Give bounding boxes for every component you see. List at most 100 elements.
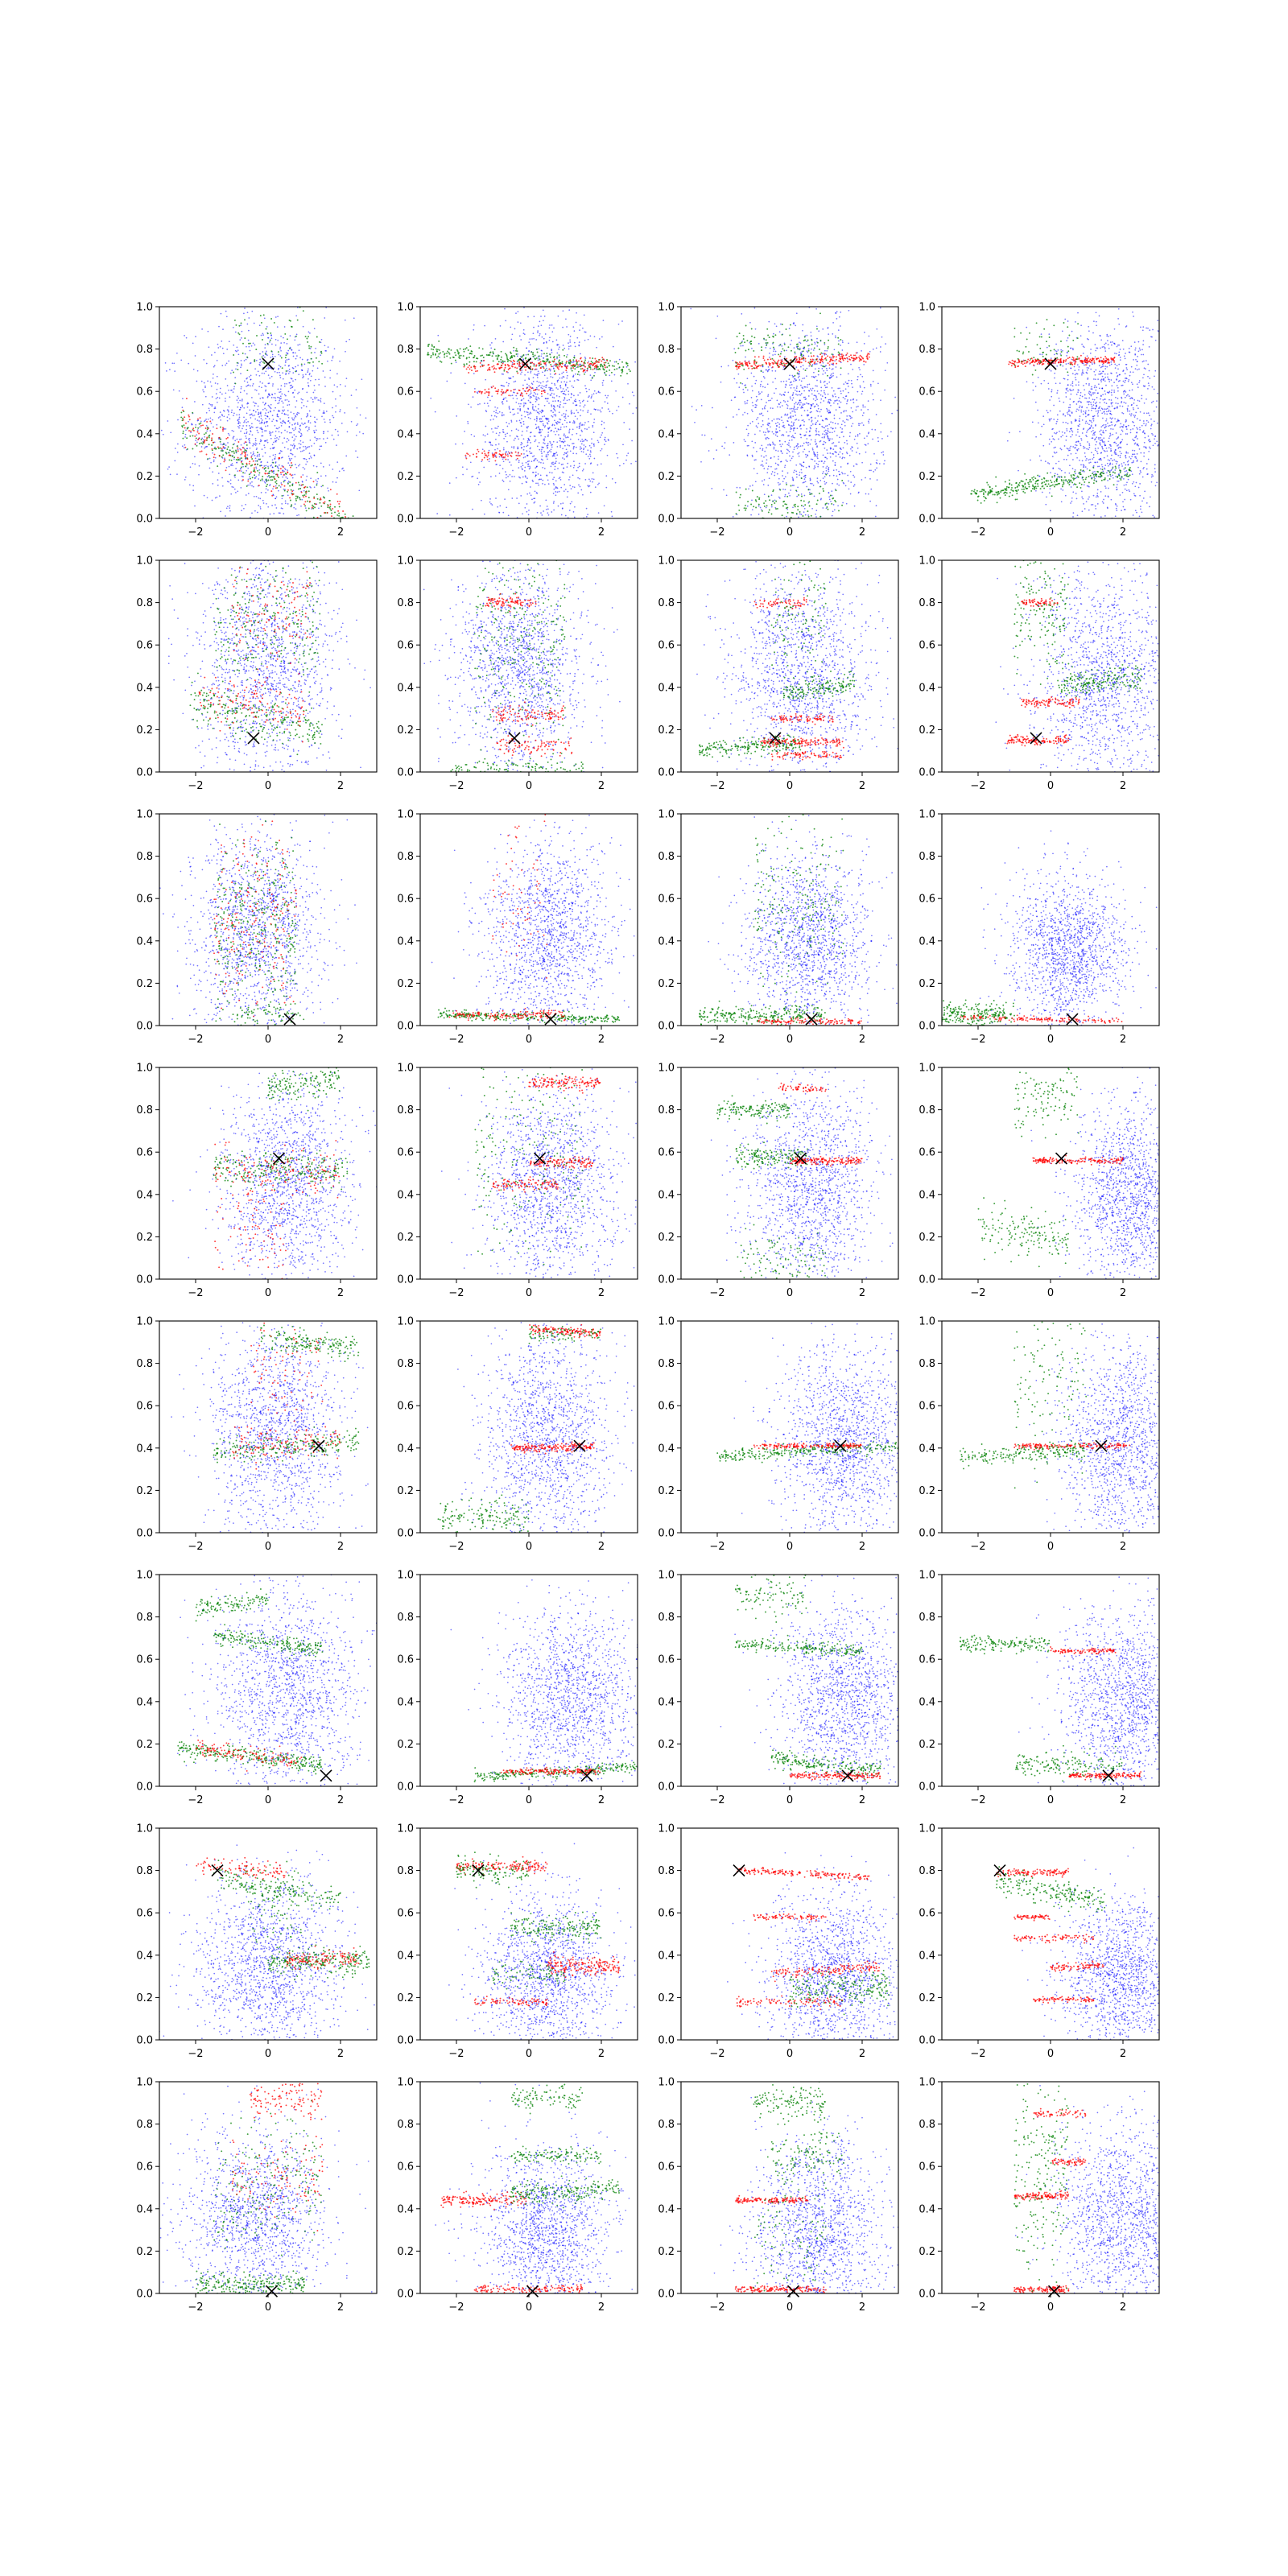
point-blue — [308, 446, 310, 448]
point-red — [249, 463, 250, 464]
point-green — [486, 354, 488, 356]
point-blue — [490, 503, 492, 505]
point-blue — [756, 419, 758, 420]
point-blue — [749, 423, 751, 424]
point-blue — [309, 332, 311, 334]
point-green — [272, 462, 274, 464]
point-blue — [625, 460, 627, 461]
point-blue — [536, 418, 538, 419]
point-blue — [245, 504, 246, 506]
point-blue — [615, 390, 617, 392]
point-blue — [302, 450, 303, 452]
point-blue — [762, 460, 763, 462]
point-blue — [345, 341, 347, 343]
point-green — [319, 502, 320, 504]
point-blue — [259, 443, 261, 444]
point-blue — [306, 416, 308, 418]
point-blue — [254, 345, 256, 346]
point-green — [286, 370, 287, 372]
point-blue — [768, 400, 770, 402]
point-blue — [495, 412, 497, 414]
point-green — [604, 369, 605, 370]
point-red — [569, 360, 571, 361]
point-blue — [287, 353, 289, 355]
point-green — [455, 360, 456, 361]
point-blue — [792, 485, 794, 486]
point-blue — [269, 456, 270, 457]
point-blue — [319, 409, 320, 411]
point-blue — [468, 423, 469, 424]
point-red — [303, 487, 305, 489]
point-blue — [251, 345, 253, 347]
point-blue — [551, 511, 552, 513]
point-green — [250, 343, 251, 345]
point-blue — [847, 475, 848, 477]
point-blue — [221, 365, 223, 366]
point-blue — [351, 421, 353, 423]
point-blue — [744, 412, 745, 414]
point-blue — [560, 401, 562, 402]
point-blue — [264, 481, 266, 483]
point-blue — [220, 388, 221, 390]
point-blue — [495, 455, 497, 456]
point-red — [543, 367, 545, 369]
point-blue — [566, 410, 568, 411]
point-green — [431, 344, 433, 345]
point-blue — [779, 497, 781, 499]
point-blue — [783, 425, 785, 427]
point-blue — [733, 442, 735, 444]
point-blue — [752, 411, 753, 412]
point-blue — [571, 502, 572, 503]
point-blue — [555, 463, 556, 464]
point-green — [442, 351, 444, 353]
point-red — [592, 369, 594, 370]
point-blue — [543, 310, 544, 312]
point-blue — [824, 427, 825, 429]
point-blue — [540, 316, 542, 317]
point-red — [258, 485, 260, 486]
point-blue — [551, 406, 553, 407]
point-blue — [792, 456, 794, 457]
point-blue — [551, 388, 553, 390]
point-blue — [510, 474, 511, 476]
point-blue — [524, 374, 526, 376]
point-blue — [280, 395, 282, 397]
point-blue — [580, 435, 581, 436]
point-blue — [843, 482, 844, 484]
point-blue — [803, 355, 804, 357]
point-blue — [530, 390, 532, 392]
point-blue — [272, 488, 274, 489]
point-blue — [317, 438, 319, 440]
point-red — [514, 363, 515, 365]
point-blue — [555, 494, 557, 496]
point-blue — [223, 415, 225, 417]
point-blue — [564, 445, 566, 447]
point-blue — [211, 354, 213, 356]
point-green — [542, 361, 543, 362]
point-blue — [579, 374, 580, 376]
point-green — [251, 458, 253, 460]
point-green — [536, 349, 538, 350]
point-red — [246, 463, 247, 464]
point-blue — [811, 459, 812, 460]
point-blue — [852, 450, 853, 452]
point-blue — [873, 349, 874, 350]
point-red — [245, 452, 246, 453]
point-blue — [560, 391, 562, 393]
point-blue — [340, 384, 341, 386]
point-blue — [299, 349, 300, 351]
point-red — [591, 363, 592, 365]
point-red — [512, 363, 514, 365]
point-green — [236, 459, 237, 460]
point-blue — [510, 411, 511, 413]
point-blue — [858, 423, 860, 425]
point-red — [200, 425, 202, 427]
point-blue — [549, 340, 551, 341]
point-blue — [764, 408, 766, 410]
point-blue — [313, 392, 315, 394]
point-blue — [816, 463, 818, 464]
point-blue — [526, 446, 527, 448]
point-blue — [572, 443, 573, 444]
point-green — [492, 355, 493, 357]
point-blue — [547, 454, 549, 456]
